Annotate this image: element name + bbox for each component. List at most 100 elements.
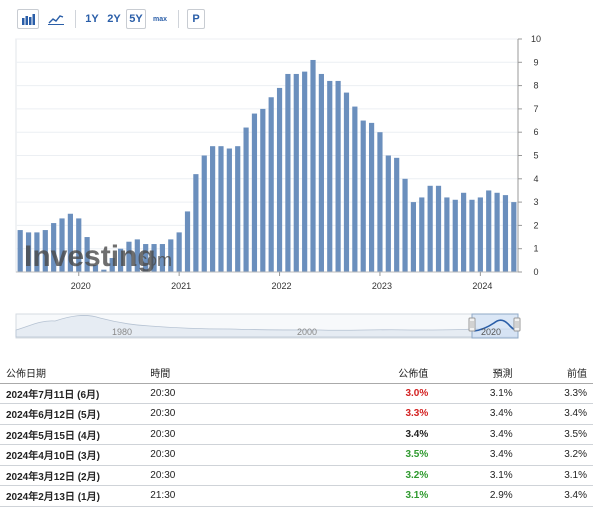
period-max-button[interactable]: max [152,15,167,23]
bar[interactable] [368,122,375,272]
bar[interactable] [201,155,207,273]
bar[interactable] [461,192,467,272]
period-5y-button[interactable]: 5Y [126,9,146,29]
bar[interactable] [109,258,115,272]
bar[interactable] [34,232,40,272]
bar[interactable] [410,202,417,272]
bar[interactable] [210,146,216,272]
bar[interactable] [17,230,23,272]
bar[interactable] [193,174,199,272]
period-1y-button[interactable]: 1Y [85,13,99,25]
table-header-row: 公佈日期 時間 公佈值 預測 前值 [0,363,593,384]
bar[interactable] [218,146,224,272]
navigator-tick-2000: 2000 [297,327,317,337]
row-actual: 3.1% [284,485,429,507]
navigator-left-handle[interactable] [468,317,476,332]
row-previous: 3.5% [512,424,593,445]
bar[interactable] [235,146,241,272]
row-actual: 3.3% [284,403,429,425]
bar[interactable] [360,120,366,272]
bar[interactable] [352,106,358,272]
bar[interactable] [67,213,73,272]
bar[interactable] [402,178,408,272]
bar[interactable] [126,241,132,272]
bar[interactable] [251,113,258,272]
bar[interactable] [419,197,425,272]
bar[interactable] [343,92,350,272]
bar[interactable] [486,190,492,272]
bar[interactable] [469,199,475,272]
bar[interactable] [84,237,90,272]
bar[interactable] [377,132,383,272]
row-time: 20:30 [150,424,285,445]
navigator-right-handle[interactable] [513,317,521,332]
bar-chart-icon [22,14,35,25]
bar[interactable] [427,185,433,272]
bar[interactable] [243,127,249,272]
print-button[interactable]: P [187,9,205,29]
bar[interactable] [59,218,65,272]
row-date: 2024年6月12日 (5月) [0,403,151,425]
bar[interactable] [452,199,458,272]
bar[interactable] [76,218,82,272]
bar[interactable] [310,59,316,272]
row-forecast: 3.1% [428,383,513,404]
navigator-tick-1980: 1980 [112,327,132,337]
bar[interactable] [159,244,166,272]
bar[interactable] [477,197,483,272]
bar-chart-button[interactable] [17,9,39,29]
bar[interactable] [25,232,32,272]
bar[interactable] [51,223,57,272]
bar[interactable] [318,73,324,272]
row-forecast: 3.1% [428,465,513,486]
bar[interactable] [260,108,266,273]
bar[interactable] [327,80,333,272]
header-forecast: 預測 [428,363,513,384]
bar[interactable] [184,211,191,272]
bar[interactable] [511,202,517,272]
bar[interactable] [117,248,124,272]
row-time: 20:30 [150,444,285,466]
row-forecast: 3.4% [428,444,513,466]
bar[interactable] [276,87,283,273]
chart-toolbar: 1Y 2Y 5Y max P [17,8,205,30]
bar[interactable] [335,80,341,272]
bar[interactable] [92,265,99,272]
bar[interactable] [168,239,174,272]
row-date: 2024年2月13日 (1月) [0,485,151,507]
bar[interactable] [394,157,400,272]
x-tick-label: 2023 [372,281,392,291]
watermark-text: Investing [24,240,156,273]
bar[interactable] [285,73,291,272]
bar[interactable] [176,232,182,272]
bar[interactable] [502,195,509,272]
bar[interactable] [226,148,232,272]
y-tick-label: 2 [533,220,538,230]
table-row: 2024年6月12日 (5月) 20:30 3.3% 3.4% 3.4% [0,403,593,425]
range-navigator[interactable]: 1980 2000 2020 [15,313,521,339]
header-date: 公佈日期 [0,363,151,384]
row-date: 2024年4月10日 (3月) [0,444,151,466]
row-time: 20:30 [150,403,285,425]
row-forecast: 2.9% [428,485,513,507]
navigator-series [15,315,519,338]
bar[interactable] [143,244,149,272]
toolbar-divider [75,10,76,28]
row-previous: 3.3% [512,383,593,404]
line-chart-button[interactable] [45,9,67,29]
chart-area: Investing .com 0 1 2 3 4 5 6 7 8 9 10 2020 2021 2022… [15,34,541,339]
bar[interactable] [42,230,48,272]
bar[interactable] [494,192,500,272]
period-2y-button[interactable]: 2Y [107,13,121,25]
bar[interactable] [268,97,274,272]
bar[interactable] [151,244,157,272]
bar[interactable] [435,185,442,272]
bar[interactable] [302,71,308,273]
bar[interactable] [101,269,107,272]
row-previous: 3.4% [512,485,593,507]
bar[interactable] [293,73,299,272]
bar[interactable] [134,239,140,272]
bar[interactable] [385,155,391,273]
bar-series [17,59,517,273]
bar[interactable] [444,197,450,272]
